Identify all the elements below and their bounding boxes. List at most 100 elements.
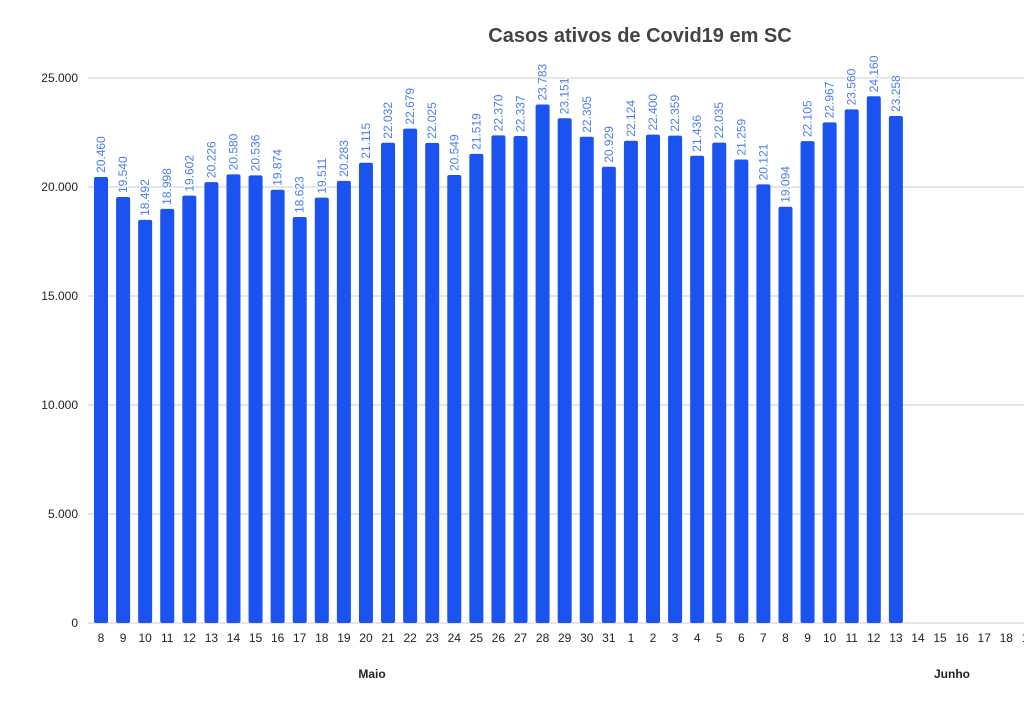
data-label: 22.400 — [646, 94, 660, 131]
x-tick-label: 6 — [738, 631, 745, 645]
data-label: 22.032 — [381, 102, 395, 139]
x-tick-label: 15 — [249, 631, 263, 645]
x-tick-label: 9 — [120, 631, 127, 645]
data-label: 22.370 — [491, 94, 505, 131]
x-tick-label: 5 — [716, 631, 723, 645]
x-tick-label: 28 — [536, 631, 550, 645]
x-tick-label: 18 — [315, 631, 329, 645]
month-label: Maio — [358, 667, 385, 681]
x-tick-label: 16 — [955, 631, 969, 645]
bar — [226, 174, 241, 623]
bar — [712, 142, 727, 623]
data-label: 20.460 — [94, 136, 108, 173]
gridlines — [88, 77, 1024, 624]
x-tick-label: 14 — [227, 631, 241, 645]
x-tick-label: 11 — [845, 631, 858, 645]
bar — [270, 189, 285, 623]
bar — [888, 115, 903, 624]
bar — [248, 175, 263, 624]
bar — [822, 122, 837, 623]
x-tick-label: 13 — [889, 631, 903, 645]
bar — [314, 197, 329, 623]
x-tick-label: 2 — [650, 631, 657, 645]
data-label: 21.519 — [469, 113, 483, 150]
data-label: 23.258 — [889, 75, 903, 112]
data-label: 22.035 — [712, 102, 726, 139]
x-tick-label: 30 — [580, 631, 594, 645]
bar — [381, 142, 396, 623]
data-label: 20.226 — [204, 141, 218, 178]
x-tick-label: 1 — [628, 631, 635, 645]
x-tick-label: 12 — [183, 631, 197, 645]
bar — [160, 208, 175, 623]
data-label: 21.259 — [734, 119, 748, 156]
data-label: 19.540 — [116, 156, 130, 193]
y-tick-label: 15.000 — [41, 289, 78, 303]
data-label: 22.967 — [823, 81, 837, 118]
data-label: 20.580 — [226, 133, 240, 170]
x-tick-label: 12 — [867, 631, 881, 645]
bar — [734, 159, 749, 623]
data-label: 19.602 — [182, 155, 196, 192]
x-tick-label: 16 — [271, 631, 285, 645]
bar — [491, 135, 506, 624]
x-tick-label: 31 — [602, 631, 616, 645]
data-label: 20.283 — [337, 140, 351, 177]
bar — [866, 96, 881, 623]
bar — [336, 180, 351, 623]
bar — [623, 140, 638, 624]
bar — [844, 109, 859, 624]
data-label: 21.436 — [690, 115, 704, 152]
x-tick-label: 4 — [694, 631, 701, 645]
y-tick-label: 10.000 — [41, 398, 78, 412]
bar — [756, 184, 771, 624]
x-tick-label: 11 — [161, 631, 174, 645]
data-labels: 20.460 19.540 18.492 18.998 19.602 20.226 20.5… — [93, 54, 904, 217]
y-axis-ticks: 0 5.000 10.000 15.000 20.000 25.000 — [41, 71, 78, 630]
bar — [646, 134, 660, 623]
data-label: 18.998 — [160, 168, 174, 205]
x-tick-label: 3 — [672, 631, 679, 645]
y-tick-label: 0 — [71, 616, 78, 630]
x-tick-label: 10 — [138, 631, 152, 645]
data-label: 20.121 — [756, 143, 770, 180]
x-axis-ticks: 8 9 10 11 12 13 14 15 16 17 18 19 20 21 22 23 24 25 26 27 28… — [98, 631, 1024, 645]
bar — [425, 142, 440, 624]
data-label: 19.511 — [315, 158, 329, 194]
data-label: 19.874 — [271, 149, 285, 186]
x-tick-label: 8 — [782, 631, 789, 645]
data-label: 19.094 — [778, 166, 792, 203]
x-tick-label: 7 — [760, 631, 767, 645]
bar — [182, 195, 197, 624]
bar — [116, 197, 131, 623]
bar — [778, 206, 793, 623]
y-tick-label: 20.000 — [41, 180, 78, 194]
month-label: Junho — [934, 667, 970, 681]
x-tick-label: 26 — [492, 631, 506, 645]
data-label: 22.025 — [425, 102, 439, 139]
x-tick-label: 9 — [804, 631, 811, 645]
data-label: 22.305 — [580, 96, 594, 133]
chart-title: Casos ativos de Covid19 em SC — [488, 25, 791, 47]
data-label: 22.679 — [403, 88, 417, 125]
month-labels: Maio Junho — [358, 667, 970, 681]
bar — [138, 219, 153, 624]
data-label: 23.151 — [558, 77, 572, 114]
y-tick-label: 5.000 — [48, 507, 78, 521]
x-tick-label: 24 — [448, 631, 462, 645]
x-tick-label: 18 — [1000, 631, 1014, 645]
data-label: 20.549 — [447, 134, 461, 171]
bar — [690, 155, 705, 624]
data-label: 22.359 — [668, 95, 682, 132]
bar — [601, 166, 616, 623]
data-label: 20.536 — [249, 134, 263, 171]
bars — [94, 96, 903, 624]
x-tick-label: 21 — [381, 631, 395, 645]
data-label: 22.337 — [514, 95, 528, 132]
data-label: 23.783 — [536, 64, 550, 101]
x-tick-label: 20 — [359, 631, 373, 645]
x-tick-label: 17 — [978, 631, 992, 645]
data-label: 18.623 — [293, 176, 307, 213]
data-label: 22.105 — [801, 100, 815, 137]
